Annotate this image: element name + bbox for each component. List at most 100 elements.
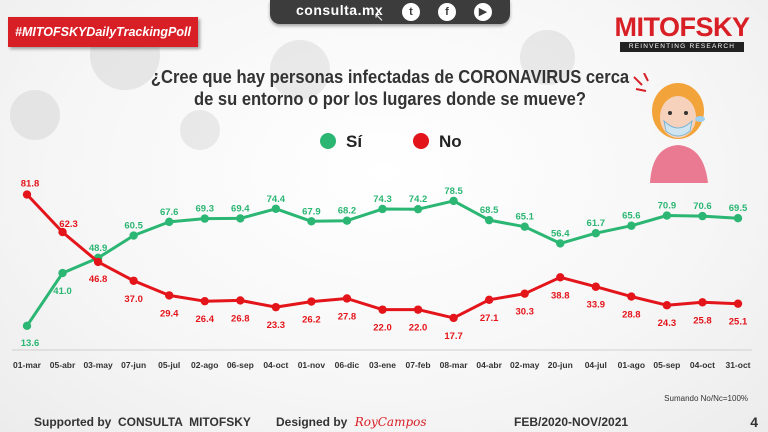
sum-note: Sumando No/Nc=100%: [664, 394, 748, 403]
series-si-point: [591, 229, 600, 238]
series-no-point: [129, 276, 138, 285]
series-no-data-label: 17.7: [444, 331, 463, 342]
cursor-icon: ↖: [374, 10, 385, 24]
series-no-data-label: 26.2: [302, 315, 321, 326]
youtube-icon[interactable]: ▶: [474, 3, 492, 21]
x-tick-label: 05-sep: [653, 360, 680, 370]
x-tick-label: 01-nov: [298, 360, 326, 370]
x-tick-label: 20-jun: [548, 360, 573, 370]
series-no-data-label: 28.8: [622, 310, 641, 321]
x-tick-label: 08-mar: [440, 360, 469, 370]
series-no-data-label: 27.8: [338, 311, 357, 322]
series-si-point: [58, 268, 67, 278]
series-no-point: [93, 257, 103, 267]
series-no-data-label: 30.3: [515, 307, 534, 318]
footer-designed-label: Designed by: [276, 415, 348, 429]
series-no-data-label: 23.3: [267, 320, 286, 331]
x-tick-label: 31-oct: [725, 360, 750, 370]
series-si-data-label: 48.9: [89, 243, 108, 254]
x-tick-label: 04-abr: [476, 360, 502, 370]
series-no-data-label: 38.8: [551, 290, 570, 301]
series-no-point: [342, 294, 352, 303]
series-no-point: [307, 297, 316, 306]
virus-decoration: [520, 30, 575, 85]
series-si-point: [342, 216, 352, 225]
legend-no-label: No: [439, 132, 462, 151]
series-no-point: [662, 301, 672, 310]
series-no-point: [556, 273, 565, 282]
top-bar: consulta.mx t f ▶ ↖: [270, 0, 510, 24]
series-no-point: [484, 295, 494, 305]
series-no-data-label: 24.3: [658, 318, 677, 329]
series-no-point: [698, 298, 707, 307]
series-no-data-label: 29.4: [160, 308, 179, 319]
footer-period: FEB/2020-NOV/2021: [514, 415, 629, 429]
series-si-data-label: 56.4: [551, 228, 570, 239]
series-si-point: [200, 214, 209, 223]
series-si-data-label: 69.4: [231, 203, 250, 214]
series-no-data-label: 25.1: [729, 317, 748, 328]
series-si-data-label: 74.4: [267, 194, 286, 205]
legend-no-swatch: [413, 133, 429, 149]
series-si-data-label: 69.5: [729, 203, 748, 214]
series-no-data-label: 22.0: [409, 323, 428, 334]
series-no-point: [58, 227, 67, 237]
series-no-point: [413, 305, 423, 314]
series-no-point: [22, 190, 32, 199]
series-si-point: [449, 196, 458, 206]
series-no-point: [236, 296, 245, 305]
series-no-data-label: 46.8: [89, 274, 108, 285]
brand-tagline: REINVENTING RESEARCH: [620, 42, 744, 52]
series-si-point: [662, 211, 672, 220]
legend-si-swatch: [320, 133, 336, 149]
series-si-point: [733, 214, 743, 223]
legend-si: Sí: [320, 132, 362, 152]
x-tick-label: 03-ene: [369, 360, 396, 370]
twitter-icon[interactable]: t: [402, 3, 420, 21]
page-number: 4: [750, 414, 758, 430]
series-si-point: [556, 239, 565, 248]
series-si-point: [520, 222, 529, 231]
series-si-data-label: 41.0: [53, 286, 72, 297]
series-no-data-label: 37.0: [124, 294, 143, 305]
series-no-point: [627, 292, 636, 301]
x-tick-label: 06-sep: [227, 360, 254, 370]
series-si-point: [627, 221, 636, 230]
series-no-data-label: 33.9: [587, 300, 606, 311]
series-si-data-label: 70.9: [658, 201, 677, 212]
series-si-data-label: 74.2: [409, 194, 428, 205]
x-tick-label: 07-feb: [406, 360, 431, 370]
series-no-point: [733, 299, 743, 308]
series-no-data-label: 62.3: [59, 219, 78, 230]
series-si-point: [413, 204, 423, 214]
series-si-data-label: 78.5: [444, 186, 463, 197]
series-si-point: [129, 231, 138, 240]
x-tick-label: 05-jul: [158, 360, 180, 370]
series-no-point: [449, 313, 458, 323]
series-si-data-label: 74.3: [373, 194, 392, 205]
series-si-data-label: 60.5: [124, 221, 143, 232]
series-si-data-label: 67.6: [160, 207, 179, 218]
facebook-icon[interactable]: f: [438, 3, 456, 21]
x-tick-label: 04-oct: [263, 360, 288, 370]
series-no-data-label: 26.8: [231, 313, 250, 324]
series-si-data-label: 69.3: [196, 204, 215, 215]
x-tick-label: 02-may: [510, 360, 540, 370]
series-no-point: [520, 289, 529, 298]
hashtag-banner: #MITOFSKYDailyTrackingPoll: [8, 17, 198, 47]
footer-supported: Supported by CONSULTA MITOFSKY: [34, 415, 251, 429]
footer-designed: Designed by RoyCampos: [276, 415, 427, 429]
series-no-point: [200, 296, 209, 306]
series-si-point: [271, 204, 281, 213]
series-no-data-label: 22.0: [373, 323, 392, 334]
series-no-point: [271, 302, 281, 312]
x-tick-label: 04-oct: [690, 360, 715, 370]
series-si-data-label: 65.1: [515, 212, 534, 223]
series-si-point: [484, 215, 494, 225]
series-si-point: [165, 217, 174, 227]
site-link[interactable]: consulta.mx: [296, 2, 384, 18]
series-si-point: [236, 214, 245, 223]
brand-name: MITOFSKY: [614, 12, 750, 42]
brand-logo: MITOFSKY REINVENTING RESEARCH: [612, 12, 752, 52]
